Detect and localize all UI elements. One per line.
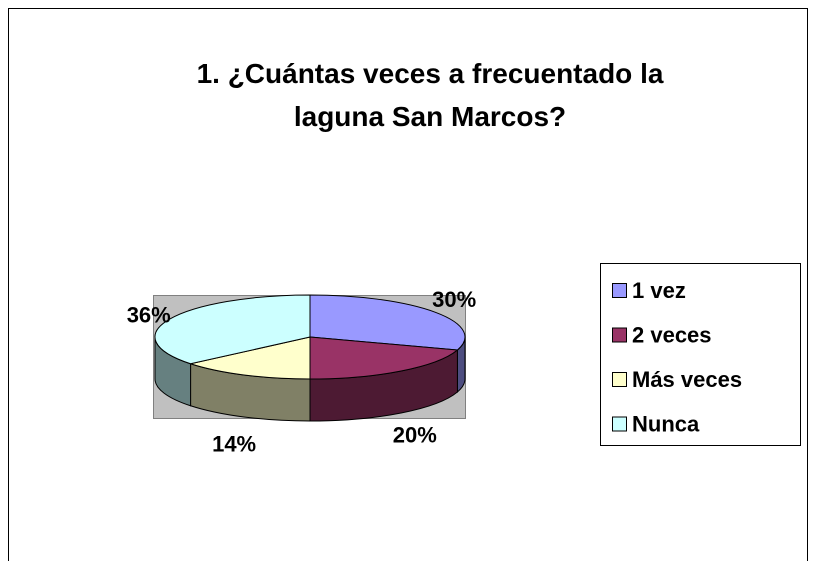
pie-slice (154, 294, 311, 365)
data-label: 30% (432, 287, 476, 312)
data-label: 14% (212, 432, 256, 457)
legend-label: Más veces (632, 367, 742, 392)
legend-swatch (612, 416, 627, 432)
pie-slice (309, 294, 466, 351)
pie-slice (188, 336, 311, 380)
legend-swatch (612, 372, 627, 387)
legend-label: 2 veces (632, 322, 712, 347)
pie-slice (309, 336, 459, 380)
legend-box (600, 263, 801, 446)
legend-swatch (612, 283, 627, 298)
data-label: 20% (393, 422, 437, 447)
chart-title: 1. ¿Cuántas veces a frecuentado la lagun… (196, 58, 664, 132)
data-label: 36% (127, 303, 171, 328)
legend-label: Nunca (632, 411, 700, 436)
legend-label: 1 vez (632, 278, 686, 303)
legend-swatch (612, 327, 627, 343)
